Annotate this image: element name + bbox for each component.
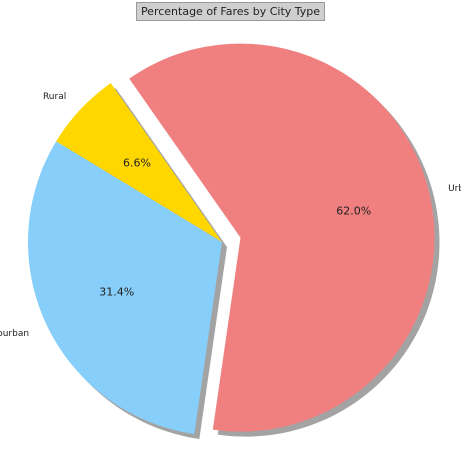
slice-labels: 6.6% Rural 31.4% Suburban 62.0% Urban [0,92,461,339]
pct-label-rural: 6.6% [123,156,151,169]
slice-urban [129,43,435,432]
chart-title: Percentage of Fares by City Type [136,2,325,21]
pct-label-urban: 62.0% [336,205,371,218]
slice-rural [56,83,223,242]
slice-wedges [28,43,435,435]
category-label-suburban: Suburban [0,329,29,339]
category-label-rural: Rural [43,92,66,102]
category-label-urban: Urban [448,184,461,194]
pct-label-suburban: 31.4% [99,286,134,299]
slice-suburban [28,141,222,435]
